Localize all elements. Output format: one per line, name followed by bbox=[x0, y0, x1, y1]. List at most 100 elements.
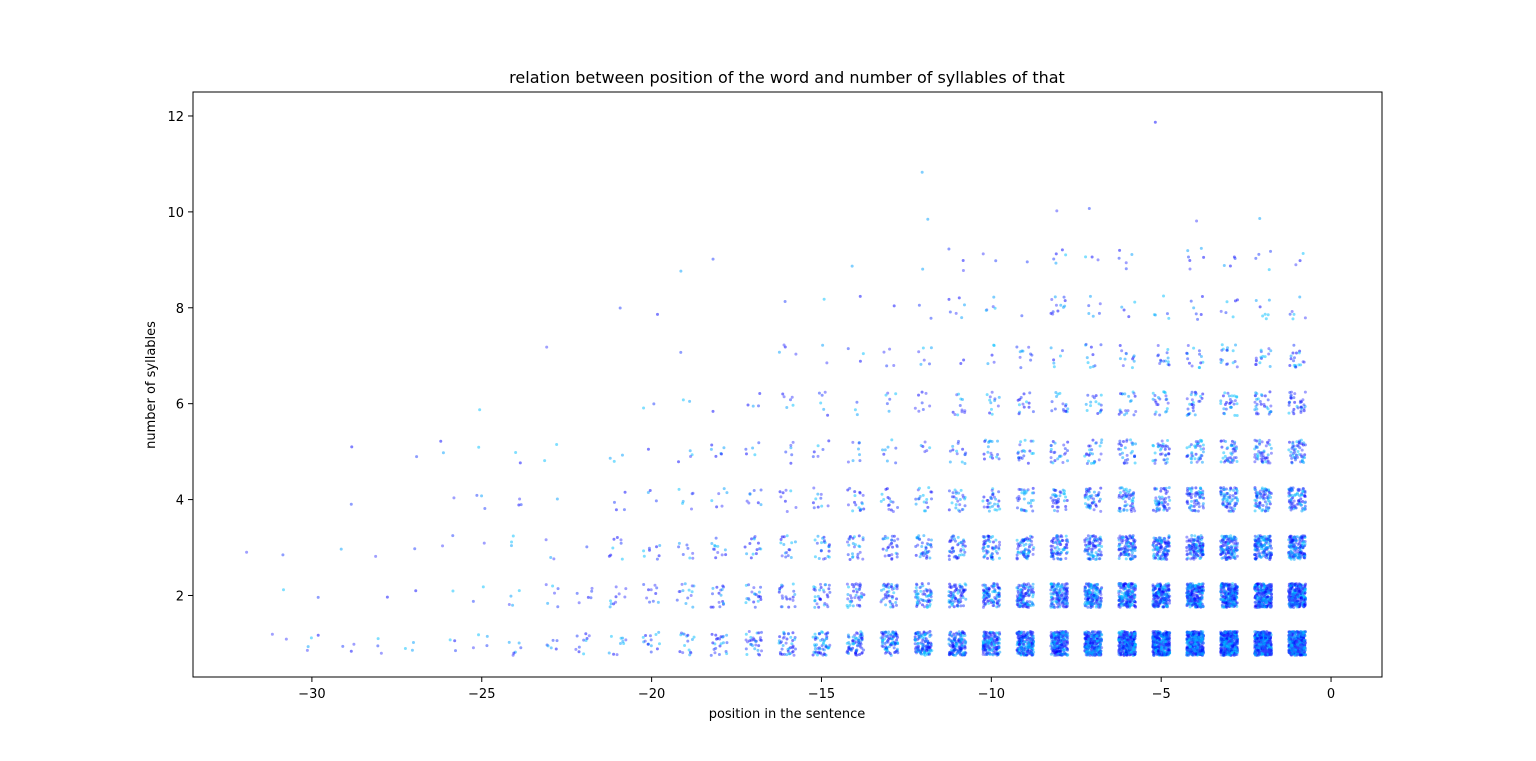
data-point bbox=[718, 644, 722, 648]
data-point bbox=[947, 598, 951, 602]
data-point bbox=[691, 556, 695, 560]
data-point bbox=[1064, 534, 1068, 538]
data-point bbox=[986, 450, 990, 454]
data-point bbox=[753, 534, 757, 538]
data-point bbox=[1133, 394, 1137, 398]
data-point bbox=[1019, 508, 1023, 512]
data-point bbox=[1126, 544, 1130, 548]
data-point bbox=[886, 391, 890, 395]
data-point bbox=[886, 582, 890, 586]
data-point bbox=[1132, 593, 1136, 597]
data-point bbox=[709, 447, 713, 451]
data-point bbox=[916, 597, 920, 601]
data-point bbox=[1161, 587, 1165, 591]
data-point bbox=[689, 593, 693, 597]
data-point bbox=[790, 642, 794, 646]
data-point bbox=[611, 546, 615, 550]
data-point bbox=[1133, 300, 1137, 304]
data-point bbox=[1053, 407, 1057, 411]
data-point bbox=[991, 492, 995, 496]
data-point bbox=[983, 648, 987, 652]
data-point bbox=[1029, 590, 1033, 594]
data-point bbox=[1056, 392, 1060, 396]
data-point bbox=[1134, 442, 1138, 446]
data-point bbox=[928, 404, 932, 408]
data-point bbox=[993, 502, 997, 506]
data-point bbox=[1054, 552, 1058, 556]
data-point bbox=[519, 646, 523, 650]
data-point bbox=[993, 397, 997, 401]
data-point bbox=[1100, 545, 1104, 549]
data-point bbox=[1095, 598, 1099, 602]
data-point bbox=[1056, 593, 1060, 597]
data-point bbox=[785, 510, 789, 514]
data-point bbox=[813, 538, 817, 542]
data-point bbox=[1017, 456, 1021, 460]
data-point bbox=[710, 443, 714, 447]
data-point bbox=[653, 583, 657, 587]
data-point bbox=[822, 407, 826, 411]
data-point bbox=[618, 642, 622, 646]
data-point bbox=[791, 631, 795, 635]
data-point bbox=[647, 546, 651, 550]
data-point bbox=[930, 497, 934, 501]
data-point bbox=[1018, 604, 1022, 608]
data-point bbox=[961, 634, 965, 638]
data-point bbox=[857, 441, 861, 445]
data-point bbox=[859, 507, 863, 511]
data-point bbox=[1019, 631, 1023, 635]
data-point bbox=[925, 649, 929, 653]
data-point bbox=[962, 590, 966, 594]
data-point bbox=[981, 650, 985, 654]
data-point bbox=[1015, 506, 1019, 510]
data-point bbox=[857, 640, 861, 644]
data-point bbox=[1094, 587, 1098, 591]
data-point bbox=[1125, 411, 1129, 415]
data-point bbox=[827, 549, 831, 553]
data-point bbox=[1117, 556, 1121, 560]
data-point bbox=[925, 498, 929, 501]
data-point bbox=[860, 595, 864, 599]
data-point bbox=[744, 583, 748, 587]
data-point bbox=[1061, 652, 1065, 656]
data-point bbox=[1064, 587, 1068, 591]
data-point bbox=[745, 653, 749, 657]
data-point bbox=[981, 499, 985, 503]
data-point bbox=[1055, 642, 1059, 646]
data-point bbox=[514, 451, 518, 455]
data-point bbox=[642, 582, 646, 586]
data-point bbox=[957, 392, 961, 396]
data-point bbox=[997, 395, 1001, 399]
data-point bbox=[690, 637, 694, 641]
data-point bbox=[1056, 505, 1060, 509]
data-point bbox=[990, 412, 994, 416]
data-point bbox=[756, 541, 760, 545]
data-point bbox=[1120, 595, 1124, 599]
data-point bbox=[1094, 503, 1098, 507]
data-point bbox=[1017, 647, 1021, 651]
data-point bbox=[960, 638, 964, 642]
data-point bbox=[961, 542, 965, 546]
data-point bbox=[1134, 584, 1138, 588]
data-point bbox=[1060, 596, 1064, 600]
data-point bbox=[982, 645, 986, 649]
data-point bbox=[1083, 540, 1087, 544]
data-point bbox=[477, 445, 481, 449]
data-point bbox=[1049, 496, 1053, 500]
data-point bbox=[451, 534, 455, 538]
data-point bbox=[1022, 582, 1026, 586]
data-point bbox=[925, 501, 929, 505]
data-point bbox=[925, 588, 929, 592]
data-point bbox=[1030, 632, 1033, 636]
data-point bbox=[957, 439, 961, 443]
data-point bbox=[1156, 631, 1160, 635]
data-point bbox=[414, 589, 418, 593]
data-point bbox=[1061, 402, 1065, 406]
data-point bbox=[584, 638, 588, 642]
data-point bbox=[1028, 391, 1032, 395]
data-point bbox=[1118, 582, 1122, 586]
data-point bbox=[690, 584, 694, 588]
data-point bbox=[1031, 509, 1035, 513]
data-point bbox=[749, 635, 753, 639]
data-point bbox=[814, 650, 818, 654]
